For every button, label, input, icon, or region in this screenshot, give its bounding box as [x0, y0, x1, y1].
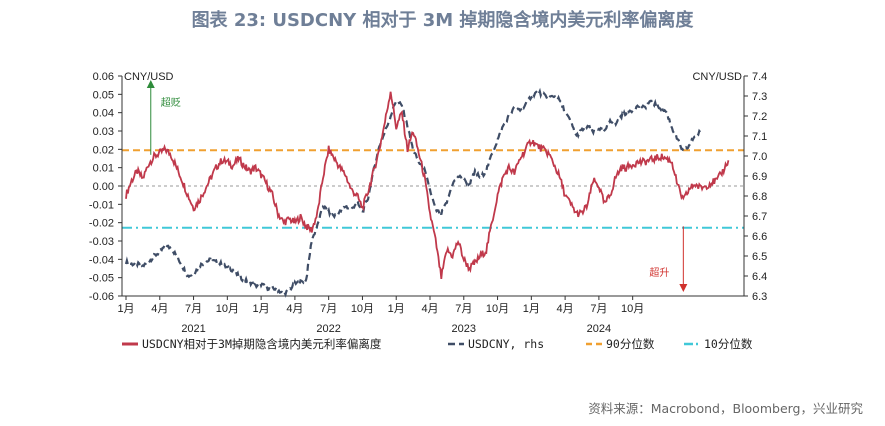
left-tick-label: 0.00 — [93, 181, 114, 193]
right-tick-label: 7.0 — [752, 151, 767, 163]
x-tick-label: 10月 — [486, 303, 509, 315]
left-tick-label: 0.01 — [93, 163, 114, 175]
right-tick-label: 6.9 — [752, 171, 767, 183]
x-tick-label: 1月 — [117, 303, 134, 315]
left-tick-label: -0.05 — [89, 273, 114, 285]
x-tick-label: 7月 — [185, 303, 202, 315]
left-tick-label: 0.05 — [93, 89, 114, 101]
down-arrow-head — [679, 284, 688, 292]
legend-label: 90分位数 — [606, 337, 655, 351]
x-tick-label: 10月 — [216, 303, 239, 315]
annotation-up: 超贬 — [161, 96, 181, 109]
right-tick-label: 6.5 — [752, 251, 767, 263]
annotation-down: 超升 — [649, 266, 669, 279]
x-tick-label: 4月 — [557, 303, 574, 315]
year-label: 2021 — [181, 323, 205, 335]
right-tick-label: 6.6 — [752, 231, 767, 243]
year-label: 2023 — [452, 323, 476, 335]
x-tick-label: 1月 — [388, 303, 405, 315]
right-axis-unit: CNY/USD — [692, 71, 742, 83]
left-tick-label: -0.02 — [89, 218, 114, 230]
chart-title: 图表 23: USDCNY 相对于 3M 掉期隐含境内美元利率偏离度 — [191, 10, 694, 31]
left-tick-label: 0.06 — [93, 71, 114, 83]
right-tick-label: 7.3 — [752, 91, 767, 103]
legend-label: USDCNY相对于3M掉期隐含境内美元利率偏离度 — [142, 337, 382, 351]
left-tick-label: -0.01 — [89, 199, 114, 211]
left-tick-label: -0.04 — [89, 254, 114, 266]
year-label: 2024 — [587, 323, 611, 335]
series-usdcny — [124, 87, 702, 298]
x-tick-label: 1月 — [523, 303, 540, 315]
left-tick-label: 0.02 — [93, 144, 114, 156]
x-tick-label: 1月 — [253, 303, 270, 315]
right-tick-label: 7.4 — [752, 71, 767, 83]
right-tick-label: 6.4 — [752, 271, 767, 283]
x-tick-label: 4月 — [151, 303, 168, 315]
left-tick-label: 0.04 — [93, 108, 114, 120]
x-tick-label: 10月 — [351, 303, 374, 315]
left-tick-label: 0.03 — [93, 126, 114, 138]
x-tick-label: 4月 — [421, 303, 438, 315]
year-label: 2022 — [316, 323, 340, 335]
x-tick-label: 10月 — [621, 303, 644, 315]
legend-label: 10分位数 — [704, 337, 753, 351]
legend-label: USDCNY, rhs — [468, 337, 544, 351]
right-tick-label: 7.1 — [752, 131, 767, 143]
x-tick-label: 4月 — [286, 303, 303, 315]
left-tick-label: -0.06 — [89, 291, 114, 303]
left-tick-label: -0.03 — [89, 236, 114, 248]
reference-lines — [122, 149, 744, 229]
left-axis-unit: CNY/USD — [124, 71, 174, 83]
right-tick-label: 6.7 — [752, 211, 767, 223]
x-tick-label: 7月 — [590, 303, 607, 315]
right-tick-label: 6.3 — [752, 291, 767, 303]
axes: 0.06 0.05 0.04 0.03 0.02 0.01 0.00 -0.01 -0.02 -0… — [89, 71, 767, 335]
x-tick-label: 7月 — [320, 303, 337, 315]
series-deviation — [125, 91, 730, 279]
legend: USDCNY相对于3M掉期隐含境内美元利率偏离度 USDCNY, rhs 90分位数… — [122, 337, 753, 351]
source-note: 资料来源：Macrobond，Bloomberg，兴业研究 — [588, 401, 863, 416]
x-tick-label: 7月 — [455, 303, 472, 315]
series-lines — [124, 87, 730, 298]
right-tick-label: 6.8 — [752, 191, 767, 203]
right-tick-label: 7.2 — [752, 111, 767, 123]
up-arrow-head — [146, 80, 155, 88]
